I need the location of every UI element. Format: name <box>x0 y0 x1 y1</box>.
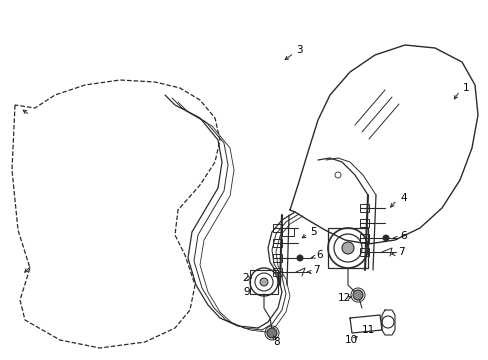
Circle shape <box>341 242 353 254</box>
Bar <box>359 248 368 256</box>
Bar <box>249 270 278 294</box>
Bar <box>359 219 368 227</box>
Text: 6: 6 <box>399 231 406 241</box>
Text: 7: 7 <box>397 247 404 257</box>
Text: 12: 12 <box>337 293 350 303</box>
Circle shape <box>352 290 362 300</box>
Text: 3: 3 <box>295 45 302 55</box>
Text: 8: 8 <box>273 337 280 347</box>
Circle shape <box>382 235 388 241</box>
Text: 6: 6 <box>315 250 322 260</box>
Text: 2: 2 <box>242 273 248 283</box>
Bar <box>359 204 368 212</box>
Bar <box>327 228 367 268</box>
Bar <box>359 234 368 242</box>
Text: 9: 9 <box>243 287 249 297</box>
Bar <box>272 239 282 247</box>
Text: 10: 10 <box>345 335 357 345</box>
Circle shape <box>296 255 303 261</box>
Text: 1: 1 <box>462 83 468 93</box>
Text: 7: 7 <box>312 265 319 275</box>
Text: 5: 5 <box>309 227 316 237</box>
Circle shape <box>260 278 267 286</box>
Bar <box>272 254 282 262</box>
Bar <box>282 228 293 236</box>
Circle shape <box>266 328 276 338</box>
Text: 4: 4 <box>399 193 406 203</box>
Text: 11: 11 <box>361 325 374 335</box>
Bar <box>272 224 282 232</box>
Bar <box>272 268 282 276</box>
